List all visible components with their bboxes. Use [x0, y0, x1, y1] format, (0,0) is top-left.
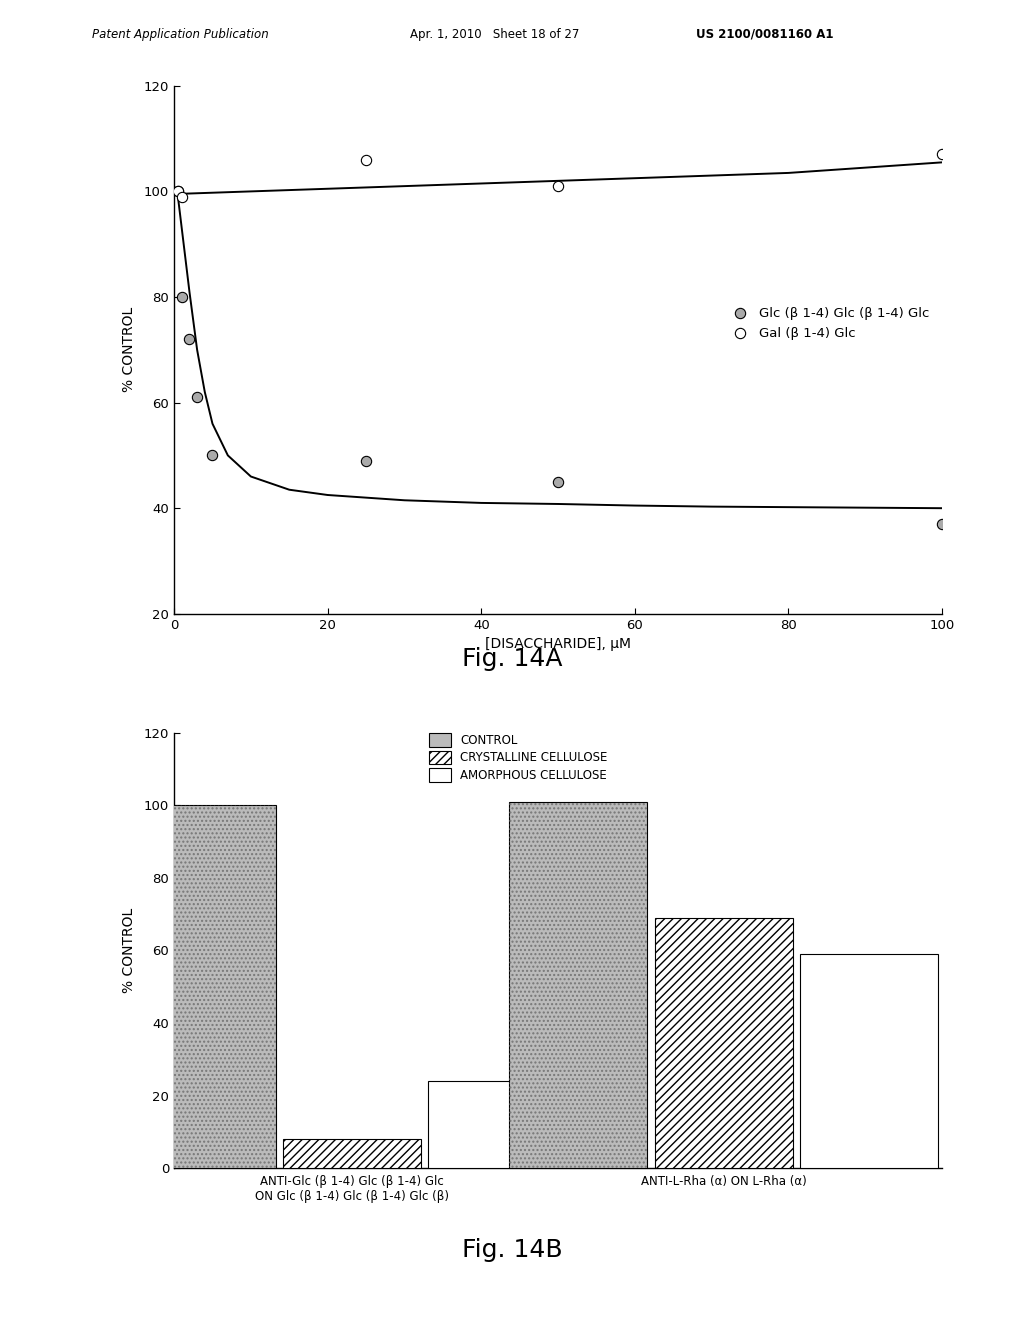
Text: Patent Application Publication: Patent Application Publication [92, 28, 269, 41]
Y-axis label: % CONTROL: % CONTROL [122, 308, 135, 392]
Gal (β 1-4) Glc [358, 149, 375, 170]
Text: Apr. 1, 2010   Sheet 18 of 27: Apr. 1, 2010 Sheet 18 of 27 [410, 28, 579, 41]
Glc (β 1-4) Glc (β 1-4) Glc [188, 387, 205, 408]
Text: Fig. 14B: Fig. 14B [462, 1238, 562, 1262]
Glc (β 1-4) Glc (β 1-4) Glc [358, 450, 375, 471]
Bar [283, 1139, 421, 1168]
Glc (β 1-4) Glc (β 1-4) Glc [934, 513, 950, 535]
X-axis label: [DISACCHARIDE], μM: [DISACCHARIDE], μM [485, 638, 631, 651]
Gal (β 1-4) Glc [174, 186, 190, 207]
Bar [428, 1081, 566, 1168]
Legend: Glc (β 1-4) Glc (β 1-4) Glc, Gal (β 1-4) Glc: Glc (β 1-4) Glc (β 1-4) Glc, Gal (β 1-4)… [726, 300, 936, 347]
Bar [509, 801, 647, 1168]
Bar [654, 917, 793, 1168]
Gal (β 1-4) Glc [170, 181, 186, 202]
Text: Fig. 14A: Fig. 14A [462, 647, 562, 671]
Bar [137, 805, 275, 1168]
Gal (β 1-4) Glc [934, 144, 950, 165]
Gal (β 1-4) Glc [550, 176, 566, 197]
Bar [137, 805, 275, 1168]
Glc (β 1-4) Glc (β 1-4) Glc [174, 286, 190, 308]
Bar [800, 954, 938, 1168]
Bar [509, 801, 647, 1168]
Legend: CONTROL, CRYSTALLINE CELLULOSE, AMORPHOUS CELLULOSE: CONTROL, CRYSTALLINE CELLULOSE, AMORPHOU… [426, 730, 611, 785]
Glc (β 1-4) Glc (β 1-4) Glc [205, 445, 221, 466]
Glc (β 1-4) Glc (β 1-4) Glc [170, 181, 186, 202]
Glc (β 1-4) Glc (β 1-4) Glc [181, 329, 198, 350]
Y-axis label: % CONTROL: % CONTROL [122, 908, 135, 993]
Text: US 2100/0081160 A1: US 2100/0081160 A1 [696, 28, 834, 41]
Glc (β 1-4) Glc (β 1-4) Glc [550, 471, 566, 492]
